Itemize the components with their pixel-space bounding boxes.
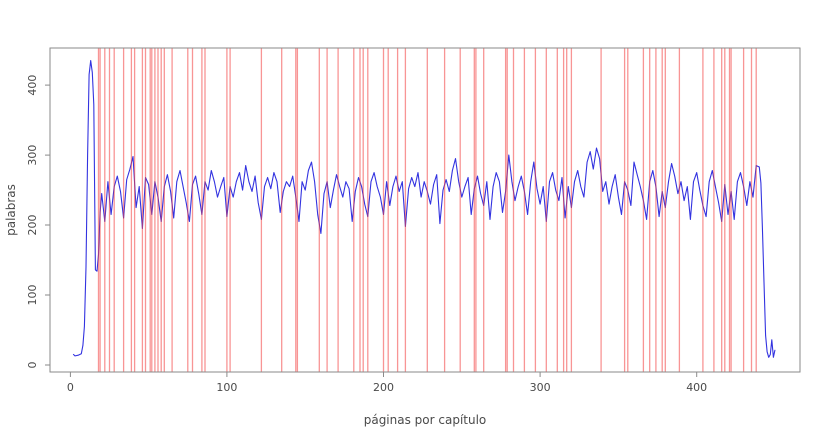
x-tick-label: 200 xyxy=(373,381,394,394)
x-axis-label: páginas por capítulo xyxy=(364,413,487,427)
chapter-boundary-lines xyxy=(97,48,757,372)
y-tick-label: 100 xyxy=(26,285,39,306)
words-per-page-line xyxy=(72,60,776,358)
y-tick-label: 200 xyxy=(26,215,39,236)
plot-border xyxy=(49,47,801,373)
x-tick-label: 300 xyxy=(530,381,551,394)
x-tick-label: 100 xyxy=(216,381,237,394)
x-tick-label: 400 xyxy=(686,381,707,394)
y-tick-label: 400 xyxy=(26,75,39,96)
y-tick-label: 0 xyxy=(26,362,39,369)
x-axis-ticks: 0 100 200 300 400 xyxy=(67,372,707,394)
y-axis-ticks: 0 100 200 300 400 xyxy=(26,75,50,369)
x-tick-label: 0 xyxy=(67,381,74,394)
y-axis-label: palabras xyxy=(4,184,18,236)
y-tick-label: 300 xyxy=(26,145,39,166)
